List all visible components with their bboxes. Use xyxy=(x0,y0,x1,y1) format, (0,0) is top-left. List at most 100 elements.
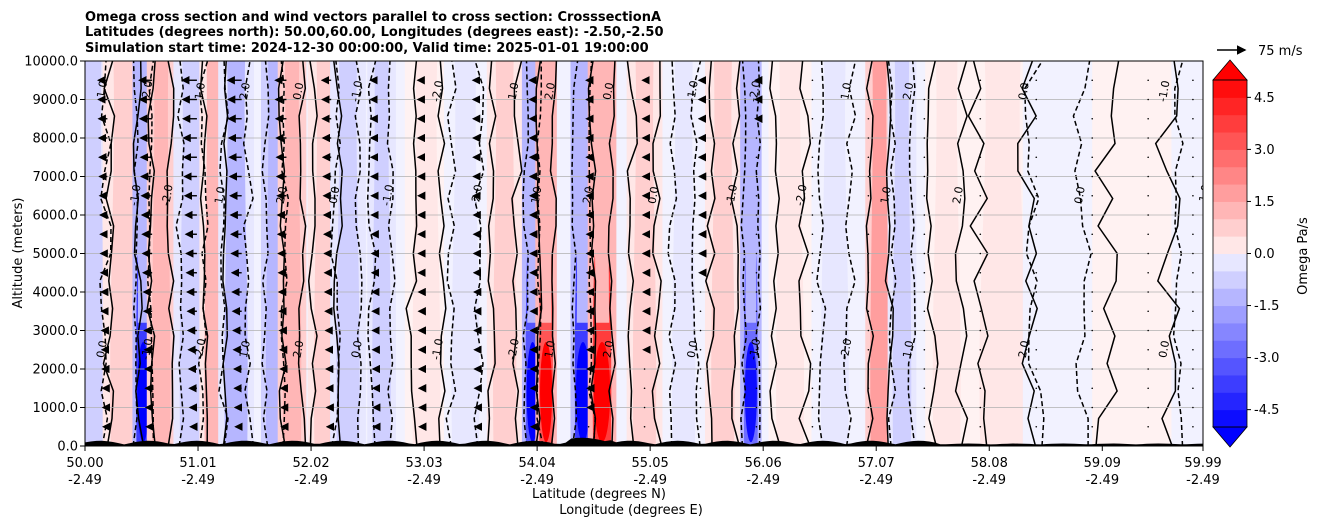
quiver-key-label: 75 m/s xyxy=(1258,44,1303,59)
wind-vector-dot xyxy=(1091,329,1094,332)
wind-vector-dot xyxy=(1147,329,1149,332)
wind-vector-dot xyxy=(979,329,982,332)
x-tick-label-lon: -2.49 xyxy=(1085,473,1119,488)
y-tick-label: 8000.0 xyxy=(33,132,79,147)
x-tick-label-lon: -2.49 xyxy=(633,473,667,488)
wind-vector-dot xyxy=(811,252,814,255)
wind-vector-dot xyxy=(1192,406,1194,409)
wind-vector-dot xyxy=(867,406,870,409)
wind-vector-dot xyxy=(1035,156,1038,159)
wind-vector-dot xyxy=(1147,98,1149,101)
wind-vector-dot xyxy=(755,271,758,274)
wind-vector-dot xyxy=(923,98,926,101)
wind-vector-dot xyxy=(699,291,702,293)
wind-vector-dot xyxy=(867,310,870,313)
wind-vector-dot xyxy=(755,252,758,255)
wind-vector-dot xyxy=(811,214,814,216)
wind-vector-dot xyxy=(1147,348,1149,351)
y-tick-label: 2000.0 xyxy=(33,363,79,378)
x-tick-label-lon: -2.49 xyxy=(294,473,328,488)
contour-label: 0.0 xyxy=(94,339,110,358)
contour-label: 0.0 xyxy=(291,81,307,100)
wind-vector-dot xyxy=(923,117,926,120)
wind-vector-dot xyxy=(867,291,870,293)
wind-vector-dot xyxy=(1035,137,1038,139)
wind-vector-dot xyxy=(1091,79,1094,82)
wind-vector-dot xyxy=(923,137,926,139)
x-tick-label-lat: 56.06 xyxy=(745,456,782,471)
x-tick-label-lon: -2.49 xyxy=(972,473,1006,488)
wind-vector-dot xyxy=(1192,137,1194,139)
contour-label: -1.0 xyxy=(684,79,701,102)
wind-vector-dot xyxy=(1192,425,1194,428)
wind-vector-dot xyxy=(755,291,758,293)
contour-label: 2.0 xyxy=(237,81,253,100)
wind-vector-dot xyxy=(699,406,702,409)
contour-label: -1.0 xyxy=(723,183,740,206)
contour-label: 1.0 xyxy=(838,81,854,100)
colorbar-tick-label: -3.0 xyxy=(1254,351,1279,366)
wind-vector-dot xyxy=(1035,194,1038,197)
colorbar-tick-label: -4.5 xyxy=(1254,403,1279,418)
wind-vector-dot xyxy=(755,387,758,390)
y-tick-label: 10000.0 xyxy=(24,55,78,70)
wind-vector-dot xyxy=(923,233,926,236)
wind-vector-dot xyxy=(755,310,758,313)
wind-vector-dot xyxy=(1147,387,1149,390)
wind-vector-dot xyxy=(867,156,870,159)
wind-vector-dot xyxy=(1192,387,1194,390)
contour-label: -2.0 xyxy=(793,183,810,206)
wind-vector-dot xyxy=(1192,291,1194,293)
wind-vector-dot xyxy=(979,368,982,370)
wind-vector-dot xyxy=(1035,117,1038,120)
wind-vector-dot xyxy=(1147,271,1149,274)
contour-label: -2.0 xyxy=(429,79,446,102)
x-tick-label-lon: -2.49 xyxy=(407,473,441,488)
colorbar-tick-label: -1.5 xyxy=(1254,299,1279,314)
contour-label: -1.0 xyxy=(747,337,764,360)
wind-vector-dot xyxy=(867,79,870,82)
wind-vector-dot xyxy=(1192,368,1194,370)
wind-vector-dot xyxy=(867,117,870,120)
contour-label: 2.0 xyxy=(950,185,966,204)
wind-vector-dot xyxy=(811,329,814,332)
wind-vector-dot xyxy=(1147,252,1149,255)
wind-vector-dot xyxy=(811,368,814,370)
wind-vector-dot xyxy=(755,175,758,178)
wind-vector-dot xyxy=(923,310,926,313)
y-tick-label: 9000.0 xyxy=(33,93,79,108)
wind-vector-dot xyxy=(867,252,870,255)
colorbar-segment xyxy=(1213,374,1247,393)
wind-vector-dot xyxy=(923,79,926,82)
contour-label: -2.0 xyxy=(192,337,209,360)
colorbar-segment xyxy=(1213,97,1247,116)
wind-vector-dot xyxy=(1035,387,1038,390)
wind-vector-dot xyxy=(1035,291,1038,293)
wind-vector-layer xyxy=(96,76,1194,431)
contour-label: 1.0 xyxy=(529,185,545,204)
colorbar-segment xyxy=(1213,340,1247,359)
wind-vector-dot xyxy=(1147,79,1149,82)
wind-vector-dot xyxy=(755,368,758,370)
wind-vector-dot xyxy=(867,368,870,370)
colorbar-segment xyxy=(1213,288,1247,307)
wind-vector-dot xyxy=(587,425,590,428)
wind-vector-dot xyxy=(699,348,702,351)
colorbar-segment xyxy=(1213,236,1247,254)
wind-vector-dot xyxy=(979,137,982,139)
wind-vector-dot xyxy=(867,175,870,178)
contour-label: 1.0 xyxy=(212,185,228,204)
wind-vector-dot xyxy=(755,156,758,159)
wind-vector-dot xyxy=(1192,271,1194,274)
wind-vector-dot xyxy=(811,175,814,178)
omega-contour xyxy=(1202,114,1203,119)
wind-vector-dot xyxy=(1147,310,1149,313)
wind-vector-dot xyxy=(867,214,870,216)
wind-vector-dot xyxy=(1035,329,1038,332)
wind-vector-dot xyxy=(979,194,982,197)
omega-contour xyxy=(1024,61,1045,446)
chart-title-line-2: Latitudes (degrees north): 50.00,60.00, … xyxy=(85,25,664,40)
contour-label: 2.0 xyxy=(542,81,558,100)
wind-vector-dot xyxy=(811,79,814,82)
